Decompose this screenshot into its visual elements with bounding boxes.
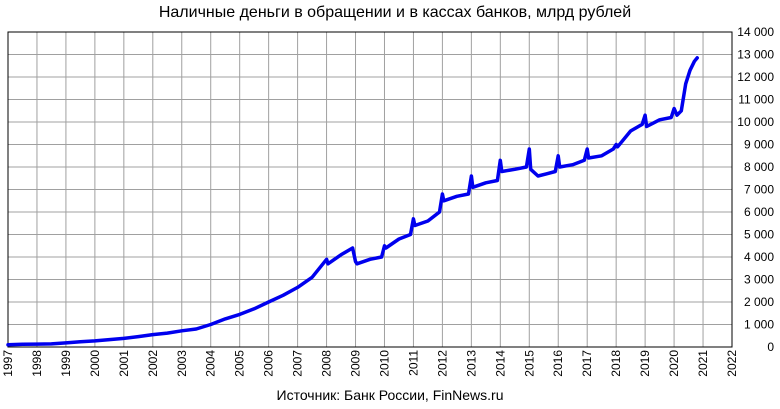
y-tick-label: 2 000 <box>744 295 774 309</box>
y-tick-label: 7 000 <box>744 183 774 197</box>
source-caption: Источник: Банк России, FinNews.ru <box>276 387 504 403</box>
y-tick-label: 12 000 <box>737 70 774 84</box>
y-tick-label: 13 000 <box>737 48 774 62</box>
y-tick-label: 9 000 <box>744 138 774 152</box>
y-axis-labels: 0 1 000 2 000 3 000 4 000 5 000 6 000 7 000 8 00… <box>737 25 774 354</box>
y-tick-label: 6 000 <box>744 205 774 219</box>
grid-lines <box>7 31 733 348</box>
x-tick-label: 2022 <box>725 350 739 377</box>
plot-frame <box>7 31 733 348</box>
y-tick-label: 0 <box>767 340 774 354</box>
x-tick-label: 2011 <box>406 350 420 376</box>
y-tick-label: 8 000 <box>744 160 774 174</box>
x-tick-label: 2017 <box>580 350 594 377</box>
x-tick-label: 1997 <box>1 350 15 377</box>
x-tick-label: 2003 <box>175 350 189 377</box>
y-tick-label: 4 000 <box>744 250 774 264</box>
x-tick-label: 2006 <box>262 350 276 377</box>
x-tick-label: 1998 <box>30 350 44 377</box>
x-tick-label: 2010 <box>377 350 391 377</box>
x-tick-label: 2021 <box>696 350 710 377</box>
y-tick-label: 11 000 <box>738 93 774 107</box>
x-tick-label: 2019 <box>638 350 652 377</box>
x-tick-label: 1999 <box>59 350 73 377</box>
x-tick-label: 2008 <box>320 350 334 377</box>
y-tick-label: 14 000 <box>737 25 774 39</box>
series-line <box>6 56 699 347</box>
x-tick-label: 2018 <box>609 350 623 377</box>
chart-title: Наличные деньги в обращении и в кассах б… <box>158 4 632 21</box>
x-axis-labels: 1997 1998 1999 2000 2001 2002 2003 2004 2005 2006… <box>1 350 739 377</box>
x-tick-label: 2001 <box>117 350 131 377</box>
x-tick-label: 2016 <box>551 350 565 377</box>
x-tick-label: 2000 <box>88 350 102 377</box>
x-tick-label: 2014 <box>493 350 507 377</box>
x-tick-label: 2009 <box>349 350 363 377</box>
y-tick-label: 10 000 <box>737 115 774 129</box>
x-tick-label: 2020 <box>667 350 681 377</box>
x-tick-label: 2005 <box>233 350 247 377</box>
x-tick-label: 2002 <box>146 350 160 377</box>
x-tick-label: 2007 <box>291 350 305 377</box>
y-tick-label: 1 000 <box>744 318 774 332</box>
y-tick-label: 5 000 <box>744 228 774 242</box>
x-tick-label: 2015 <box>522 350 536 377</box>
x-tick-label: 2004 <box>204 350 218 377</box>
x-tick-label: 2013 <box>464 350 478 377</box>
x-tick-label: 2012 <box>435 350 449 377</box>
y-tick-label: 3 000 <box>744 273 774 287</box>
